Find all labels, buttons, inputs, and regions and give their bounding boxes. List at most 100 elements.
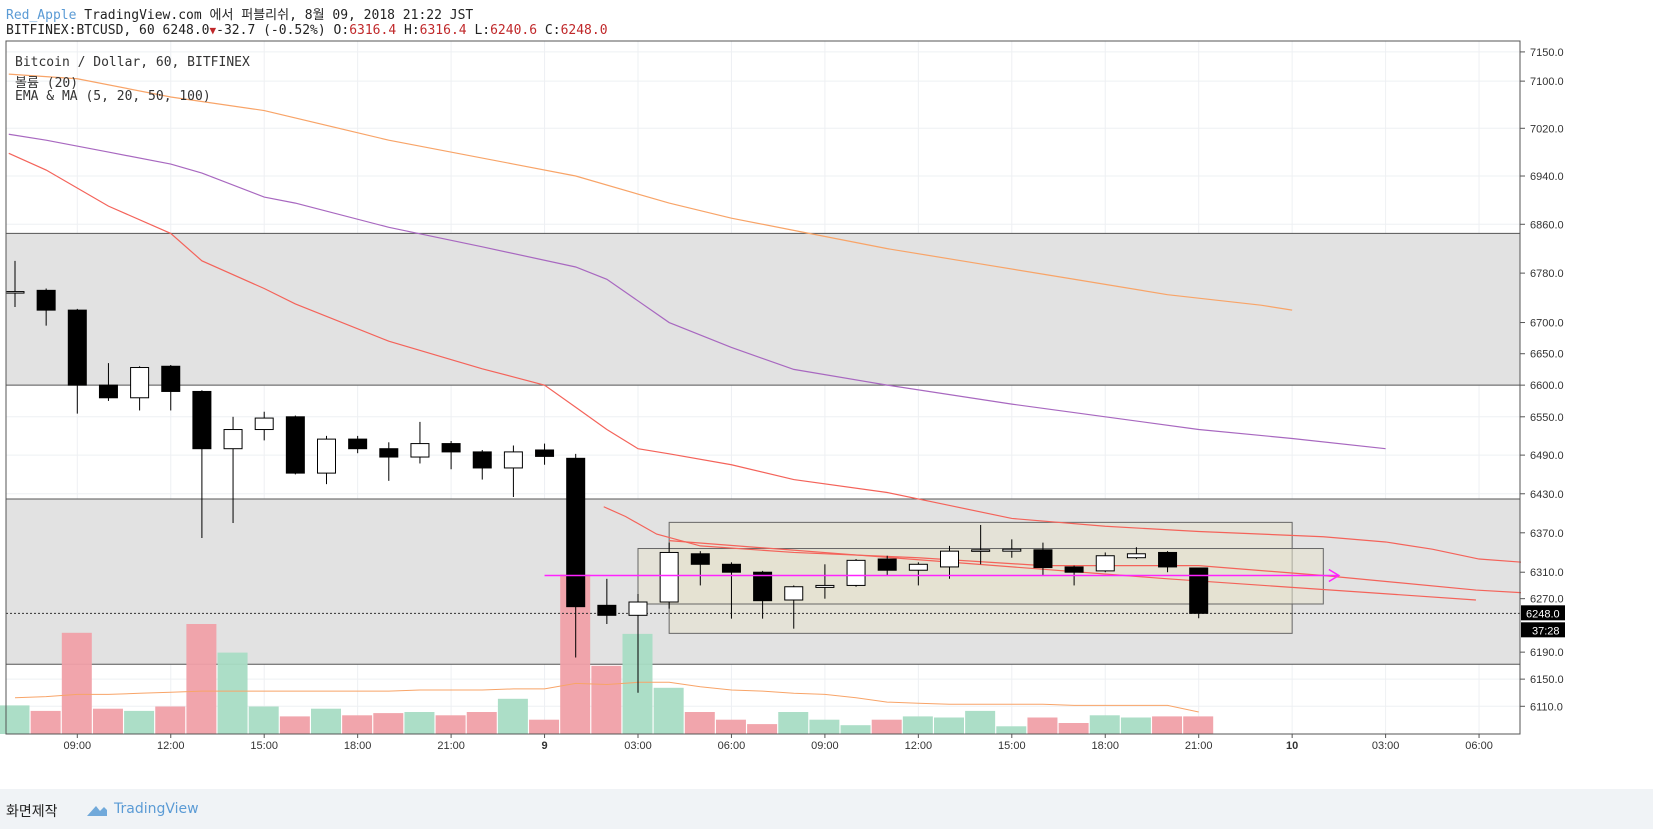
y-tick-label: 7100.0	[1530, 76, 1564, 88]
volume-bar	[715, 719, 746, 734]
x-tick-label: 06:00	[1465, 740, 1493, 752]
candle	[940, 550, 959, 568]
candle	[877, 558, 897, 571]
volume-bar	[248, 706, 279, 734]
y-tick-label: 6550.0	[1530, 412, 1564, 424]
volume-bar	[529, 719, 560, 734]
volume-bar	[373, 713, 404, 734]
volume-bar	[30, 710, 61, 734]
y-tick-label: 6370.0	[1530, 528, 1564, 540]
volume-bar	[186, 624, 217, 734]
candle	[1189, 567, 1209, 614]
candle	[784, 586, 804, 601]
candle	[1002, 548, 1022, 552]
candle	[379, 448, 399, 458]
candle	[1095, 555, 1115, 572]
candle	[441, 443, 461, 453]
volume-bar	[1120, 717, 1151, 734]
tradingview-brand-link[interactable]: TradingView	[114, 801, 199, 817]
volume-bar	[497, 698, 528, 734]
y-tick-label: 6600.0	[1530, 380, 1564, 392]
support-zone	[6, 233, 1520, 386]
volume-bar	[1089, 715, 1120, 734]
volume-bar	[934, 717, 964, 734]
y-tick-label: 6150.0	[1530, 674, 1564, 686]
low-value: 6240.6	[490, 23, 538, 38]
candle	[566, 457, 586, 608]
symbol-label: BITFINEX:BTCUSD, 60	[6, 23, 155, 38]
open-value: 6316.4	[349, 23, 397, 38]
plot-area	[0, 41, 1653, 734]
candle	[1158, 551, 1178, 568]
publish-line: Red_Apple TradingView.com 에서 퍼블리쉬, 8월 09…	[6, 4, 473, 23]
candle	[597, 604, 617, 616]
last-price-tag-text: 6248.0	[1526, 608, 1560, 620]
volume-ma-line	[14, 681, 1199, 713]
volume-bar	[342, 715, 373, 734]
legend-symbol: Bitcoin / Dollar, 60, BITFINEX	[15, 55, 250, 70]
y-tick-label: 6190.0	[1530, 647, 1564, 659]
volume-bar	[871, 719, 902, 734]
y-tick-label: 6780.0	[1530, 268, 1564, 280]
candle	[161, 365, 181, 392]
ma50-line	[8, 133, 1386, 450]
volume-bar	[1058, 723, 1089, 734]
x-tick-label: 18:00	[344, 740, 372, 752]
candle	[908, 563, 928, 571]
x-tick-label: 15:00	[250, 740, 278, 752]
volume-bar	[217, 652, 248, 734]
author-link[interactable]: Red_Apple	[6, 8, 77, 23]
tradingview-logo-icon[interactable]	[84, 803, 108, 817]
legend-ma: EMA & MA (5, 20, 50, 100)	[15, 89, 211, 104]
price-chart[interactable]: 7150.0 7100.0 7020.0 6940.0 6860.0 6780.0 6700…	[0, 0, 1653, 789]
candle	[36, 289, 56, 311]
volume-bar	[1152, 716, 1183, 734]
candle	[503, 451, 523, 469]
price-change: -32.7 (-0.52%)	[216, 23, 326, 38]
volume-bar	[996, 726, 1027, 734]
x-tick-label: 9	[541, 740, 547, 752]
footer-bar: 화면제작 TradingView	[0, 789, 1653, 829]
y-tick-label: 6430.0	[1530, 489, 1564, 501]
candle	[317, 438, 336, 474]
ohlc-line: BITFINEX:BTCUSD, 60 6248.0▼-32.7 (-0.52%…	[6, 23, 608, 38]
volume-bar	[1183, 716, 1214, 734]
x-tick-label: 09:00	[64, 740, 92, 752]
volume-bar	[778, 712, 809, 734]
candle	[472, 451, 492, 469]
candle	[1126, 553, 1146, 559]
x-tick-label: 03:00	[624, 740, 652, 752]
y-tick-label: 6940.0	[1530, 171, 1564, 183]
ma20-line	[8, 152, 1653, 572]
volume-bar	[466, 712, 497, 734]
x-tick-label: 18:00	[1091, 740, 1119, 752]
volume-bar	[591, 665, 622, 734]
y-tick-label: 6310.0	[1530, 567, 1564, 579]
candle	[846, 559, 866, 586]
candle	[659, 551, 679, 603]
y-tick-label: 6270.0	[1530, 594, 1564, 606]
candle	[815, 584, 835, 588]
candle	[535, 449, 555, 457]
close-value: 6248.0	[560, 23, 608, 38]
volume-bar	[435, 715, 466, 734]
x-tick-label: 10	[1286, 740, 1298, 752]
high-label: H:	[404, 23, 420, 38]
x-tick-label: 15:00	[998, 740, 1026, 752]
candle	[971, 549, 991, 552]
volume-bar	[124, 710, 155, 734]
last-price: 6248.0	[162, 23, 210, 38]
candle	[721, 563, 741, 573]
volume-bar	[404, 712, 435, 734]
volume-bar	[0, 705, 30, 734]
legend-volume: 볼륨 (20)	[15, 76, 79, 91]
volume-bar	[809, 719, 840, 734]
last-price-tag	[1521, 605, 1565, 621]
made-by-label: 화면제작	[6, 804, 58, 820]
volume-bar	[684, 712, 715, 734]
y-tick-label: 6650.0	[1530, 349, 1564, 361]
volume-bar	[840, 725, 871, 734]
candle	[5, 291, 25, 294]
volume-bar	[747, 724, 778, 734]
volume-bar	[61, 632, 92, 734]
